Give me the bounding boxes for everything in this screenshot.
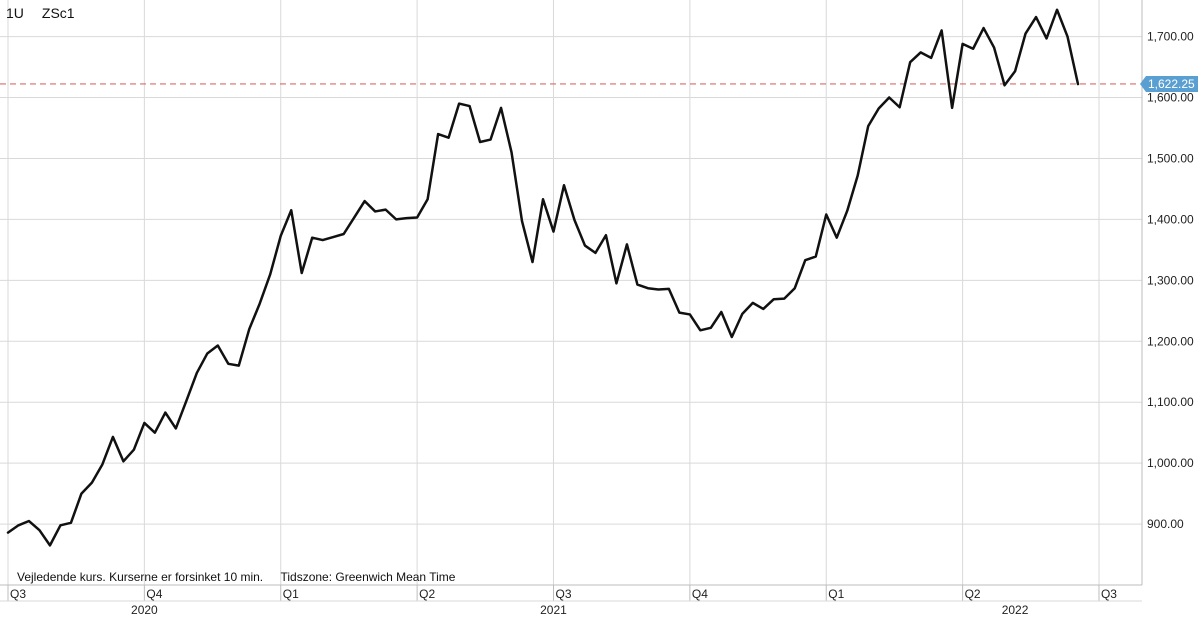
year-label: 2022 [1002, 603, 1029, 617]
y-tick-label: 1,300.00 [1147, 273, 1194, 287]
y-tick-label: 1,600.00 [1147, 91, 1194, 105]
grid-layer [0, 0, 1142, 585]
x-tick-label: Q3 [1101, 587, 1117, 601]
x-tick-label: Q2 [419, 587, 435, 601]
x-tick-label: Q2 [965, 587, 981, 601]
last-price-badge: 1,622.25 [1140, 75, 1198, 92]
x-tick-label: Q3 [555, 587, 571, 601]
y-tick-label: 1,200.00 [1147, 334, 1194, 348]
x-tick-label: Q4 [692, 587, 708, 601]
x-tick-label: Q1 [283, 587, 299, 601]
y-tick-label: 1,000.00 [1147, 456, 1194, 470]
price-series-line [6, 8, 1080, 547]
y-tick-label: 900.00 [1147, 517, 1184, 531]
y-tick-label: 1,100.00 [1147, 395, 1194, 409]
y-tick-label: 1,400.00 [1147, 212, 1194, 226]
year-label: 2020 [131, 603, 158, 617]
x-tick-label: Q3 [10, 587, 26, 601]
series-layer [6, 8, 1080, 547]
x-tick-label: Q4 [146, 587, 162, 601]
x-tick-label: Q1 [828, 587, 844, 601]
chart-toolbar: 1U ZSc1 [6, 5, 75, 21]
y-tick-label: 1,500.00 [1147, 151, 1194, 165]
delay-note: Vejledende kurs. Kurserne er forsinket 1… [17, 570, 264, 584]
year-label: 2021 [540, 603, 567, 617]
chart-disclaimer: Vejledende kurs. Kurserne er forsinket 1… [17, 570, 455, 584]
symbol-label[interactable]: ZSc1 [41, 5, 75, 21]
y-tick-label: 1,700.00 [1147, 30, 1194, 44]
last-price-label: 1,622.25 [1148, 77, 1195, 91]
timezone-note: Tidszone: Greenwich Mean Time [280, 570, 456, 584]
range-button[interactable]: 1U [6, 5, 24, 21]
last-price-badge-shape [1140, 75, 1198, 92]
